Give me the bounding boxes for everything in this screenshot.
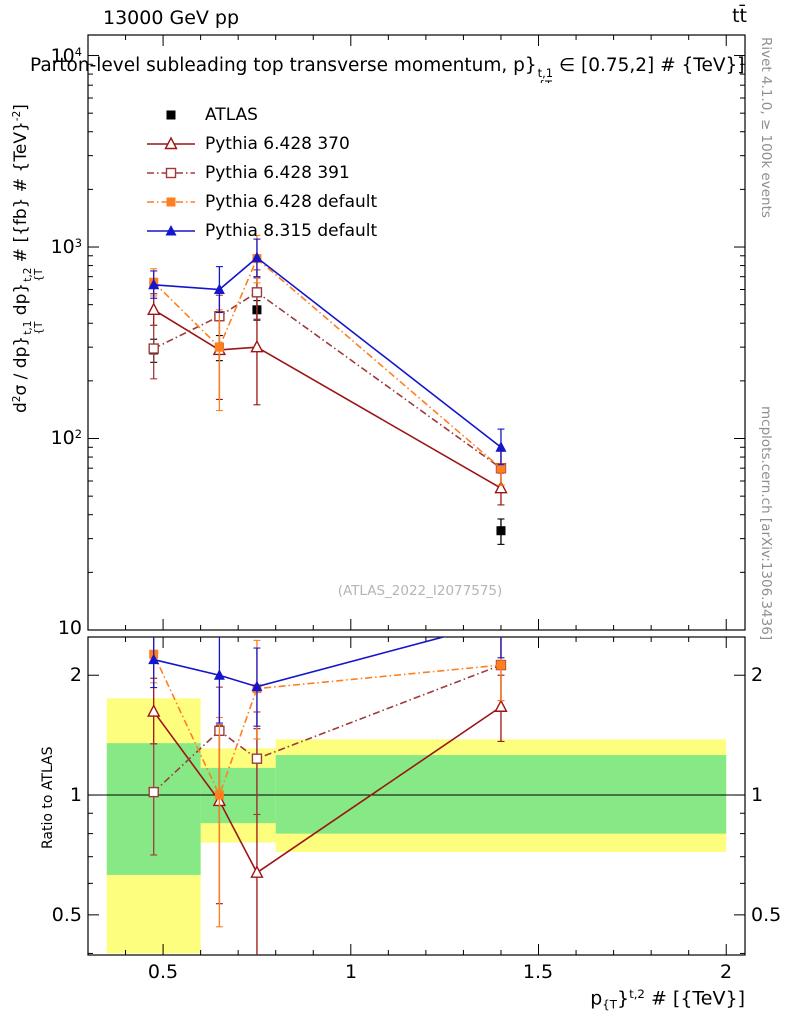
legend-marker-pythia-391-icon <box>147 167 195 178</box>
legend-item-pythia-8-default: Pythia 8.315 default <box>146 216 377 245</box>
ratio-tick-2-left: 2 <box>69 664 82 686</box>
legend: ATLAS Pythia 6.428 370 Pythia 6.428 391 … <box>146 100 377 245</box>
y-tick-10: 10 <box>57 617 82 640</box>
ratio-tick-05-right: 0.5 <box>751 904 782 926</box>
x-tick-1: 1 <box>344 961 358 983</box>
y-tick-1e4: 104 <box>50 44 82 68</box>
axis-ticks <box>88 35 745 955</box>
title-subsup: t,1{T <box>537 65 554 83</box>
ratio-tick-1-left: 1 <box>69 784 82 806</box>
legend-marker-pythia6-default-icon <box>147 197 195 206</box>
ratio-plot-frame <box>87 636 746 956</box>
legend-marker-pythia8-default-icon <box>147 224 195 235</box>
plot-title-text: Parton-level subleading top transverse m… <box>30 55 537 76</box>
legend-item-pythia-6-default: Pythia 6.428 default <box>146 187 377 216</box>
legend-label: Pythia 6.428 370 <box>205 133 350 154</box>
y-tick-1e3: 103 <box>50 235 82 259</box>
legend-marker-atlas-icon <box>166 110 176 119</box>
legend-label: ATLAS <box>205 104 258 125</box>
x-axis-label: p{T}t,2 # [{TeV}] <box>590 987 745 1012</box>
legend-item-pythia-6-428-370: Pythia 6.428 370 <box>146 129 377 158</box>
green-band <box>275 755 727 834</box>
beam-energy-label: 13000 GeV pp <box>103 7 240 29</box>
x-tick-15: 1.5 <box>522 961 554 983</box>
ratio-uncertainty-bands <box>106 698 727 954</box>
legend-label: Pythia 8.315 default <box>205 220 378 241</box>
x-tick-05: 0.5 <box>147 961 179 983</box>
series-main-pythia-8-315-default <box>148 238 507 466</box>
main-y-axis-label: d2σ / dp} t,1 {T dp} t,2 {T # [{fb} # {TeV}-… <box>11 104 46 413</box>
ratio-tick-2-right: 2 <box>751 664 764 686</box>
plot-title: Parton-level subleading top transverse m… <box>30 55 767 83</box>
ratio-y-axis-label: Ratio to ATLAS <box>40 746 56 849</box>
series-main-pythia-6-428-391 <box>148 269 507 486</box>
legend-label: Pythia 6.428 default <box>205 191 378 212</box>
series-main-pythia-6-428-default <box>149 234 506 486</box>
process-label: tt̄ <box>732 5 747 27</box>
legend-label: Pythia 6.428 391 <box>205 162 350 183</box>
legend-item-atlas: ATLAS <box>146 100 377 129</box>
series-main-atlas <box>149 300 506 545</box>
mcplots-arxiv-note: mcplots.cern.ch [arXiv:1306.3436] <box>758 406 774 641</box>
y-tick-1e2: 102 <box>50 426 82 450</box>
main-plot-frame <box>87 34 746 631</box>
ratio-tick-05-left: 0.5 <box>51 904 82 926</box>
ratio-tick-1-right: 1 <box>751 784 764 806</box>
x-tick-2: 2 <box>719 961 733 983</box>
legend-marker-pythia-370-icon <box>147 135 195 149</box>
legend-item-pythia-6-428-391: Pythia 6.428 391 <box>146 158 377 187</box>
analysis-watermark: (ATLAS_2022_I2077575) <box>337 583 503 599</box>
series-ratio-pythia-8-315-default <box>148 637 505 727</box>
rivet-version-note: Rivet 4.1.0, ≥ 100k events <box>758 37 774 218</box>
